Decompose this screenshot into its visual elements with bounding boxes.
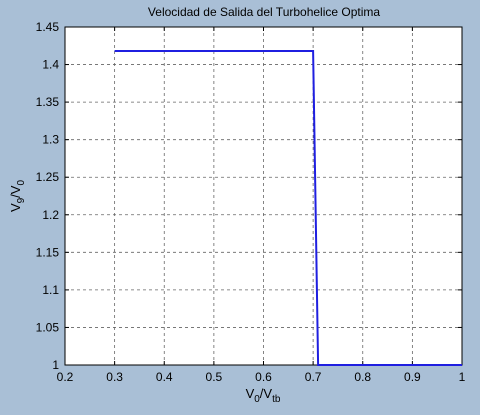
y-tick-label: 1.2 bbox=[42, 208, 59, 222]
x-tick-label: 0.8 bbox=[354, 370, 371, 384]
x-tick-label: 1 bbox=[459, 370, 466, 384]
x-tick-label: 0.5 bbox=[206, 370, 223, 384]
x-tick-label: 0.9 bbox=[404, 370, 421, 384]
x-tick-label: 0.7 bbox=[305, 370, 322, 384]
y-tick-label: 1.25 bbox=[36, 170, 60, 184]
series-line bbox=[114, 50, 462, 366]
y-axis-label: V9/V0 bbox=[8, 180, 27, 213]
y-tick-label: 1.3 bbox=[42, 133, 59, 147]
y-tick-label: 1.15 bbox=[36, 245, 60, 259]
axis-ticks bbox=[64, 26, 463, 366]
x-axis-label: V0/Vtb bbox=[246, 386, 281, 405]
x-tick-label: 0.3 bbox=[106, 370, 123, 384]
chart-title: Velocidad de Salida del Turbohelice Opti… bbox=[148, 5, 380, 19]
y-tick-label: 1.35 bbox=[36, 95, 60, 109]
series-layer bbox=[114, 50, 462, 366]
y-tick-label: 1.05 bbox=[36, 320, 60, 334]
y-tick-label: 1 bbox=[52, 358, 59, 372]
y-tick-label: 1.1 bbox=[42, 283, 59, 297]
x-tick-labels: 0.2 0.3 0.4 0.5 0.6 0.7 0.8 0.9 1 bbox=[57, 370, 466, 384]
y-tick-label: 1.45 bbox=[36, 20, 60, 34]
x-tick-label: 0.4 bbox=[156, 370, 173, 384]
x-tick-label: 0.2 bbox=[57, 370, 74, 384]
y-tick-labels: 1 1.05 1.1 1.15 1.2 1.25 1.3 1.35 1.4 1.45 bbox=[36, 20, 60, 372]
x-tick-label: 0.6 bbox=[255, 370, 272, 384]
y-tick-label: 1.4 bbox=[42, 58, 59, 72]
grid-lines bbox=[65, 27, 462, 365]
